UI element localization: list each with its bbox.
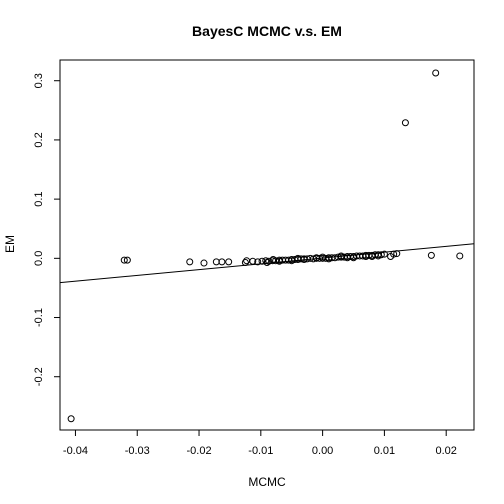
data-point <box>218 258 226 266</box>
data-point <box>241 258 249 266</box>
data-point <box>380 250 388 258</box>
data-point <box>390 250 398 258</box>
data-point <box>225 258 233 266</box>
y-tick-label: 0.2 <box>33 132 45 147</box>
y-tick-label: -0.2 <box>33 367 45 386</box>
x-axis-label: MCMC <box>248 475 286 489</box>
data-point <box>377 251 385 259</box>
y-tick-label: 0.0 <box>33 251 45 266</box>
x-axis: -0.04 -0.03 -0.02 -0.01 0.00 0.01 0.02 <box>63 429 457 457</box>
x-tick-label: 0.01 <box>374 445 395 457</box>
data-point <box>123 256 131 264</box>
data-point <box>275 257 283 265</box>
data-point <box>120 256 128 264</box>
data-point <box>294 254 302 262</box>
data-point <box>368 253 376 261</box>
data-point <box>265 257 273 265</box>
data-point <box>262 257 270 265</box>
data-point <box>427 251 435 259</box>
data-point <box>67 415 75 423</box>
chart-title: BayesC MCMC v.s. EM <box>192 23 342 39</box>
data-point <box>186 258 194 266</box>
y-tick-label: -0.1 <box>33 308 45 327</box>
points-layer <box>67 69 464 423</box>
data-point <box>319 253 327 261</box>
y-axis: -0.2 -0.1 0.0 0.1 0.2 0.3 <box>33 73 61 386</box>
data-point <box>263 258 271 266</box>
data-point <box>249 257 257 265</box>
y-tick-label: 0.1 <box>33 191 45 206</box>
y-tick-label: 0.3 <box>33 73 45 88</box>
x-tick-label: -0.04 <box>63 445 88 457</box>
data-point <box>243 257 251 265</box>
x-tick-label: -0.02 <box>186 445 211 457</box>
data-point <box>343 254 351 262</box>
x-tick-label: -0.03 <box>125 445 150 457</box>
x-tick-label: 0.00 <box>312 445 333 457</box>
data-point <box>200 259 208 267</box>
data-point <box>325 255 333 263</box>
data-point <box>401 119 409 127</box>
data-point <box>288 257 296 265</box>
x-tick-label: 0.02 <box>435 445 456 457</box>
x-tick-label: -0.01 <box>248 445 273 457</box>
data-point <box>254 258 262 266</box>
data-point <box>269 256 277 264</box>
data-point <box>432 69 440 77</box>
data-point <box>393 250 401 258</box>
plot-frame <box>59 59 475 431</box>
data-point <box>337 252 345 260</box>
data-point <box>258 257 266 265</box>
data-point <box>456 252 464 260</box>
y-axis-label: EM <box>3 235 17 253</box>
